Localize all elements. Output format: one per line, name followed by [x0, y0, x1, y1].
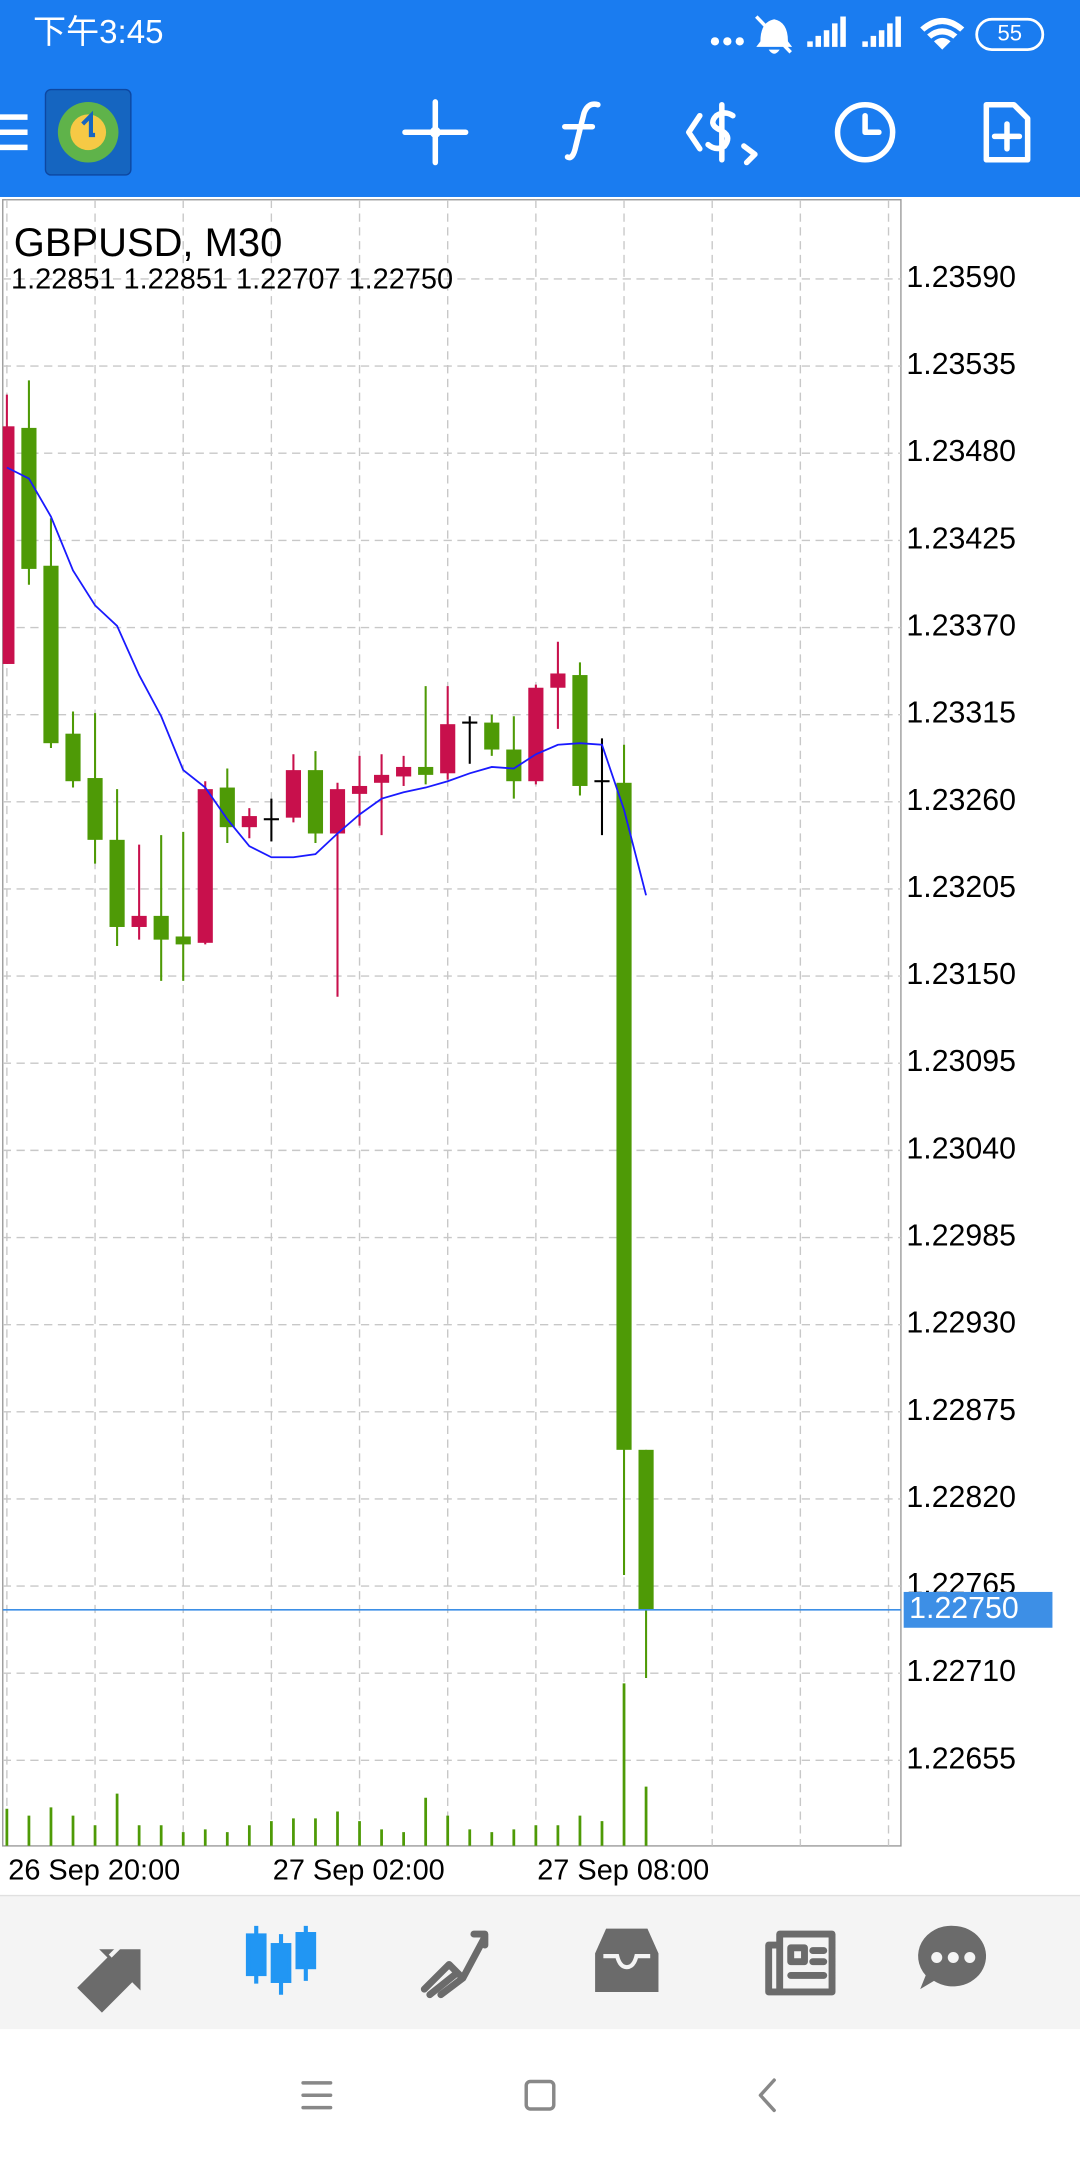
nav-chat[interactable] — [918, 1925, 987, 1990]
x-tick-label: 26 Sep 20:00 — [8, 1855, 180, 1887]
y-tick-label: 1.23205 — [906, 871, 1016, 904]
chart-title: GBPUSD, M30 — [14, 221, 283, 265]
candle-body — [285, 770, 301, 818]
y-tick-label: 1.22710 — [906, 1655, 1016, 1688]
y-axis: 1.23590 1.23535 1.23480 1.23425 1.23370 1.233… — [906, 261, 1016, 1775]
menu-button[interactable] — [0, 114, 28, 151]
candle-body — [109, 839, 125, 927]
candle-body — [484, 722, 500, 750]
candle-body — [197, 789, 213, 943]
candle-body — [396, 766, 412, 777]
candle-body — [219, 787, 235, 828]
status-time: 下午3:45 — [33, 14, 163, 51]
indicators-button[interactable] — [562, 101, 601, 161]
y-tick-label: 1.23260 — [906, 784, 1016, 817]
y-tick-label: 1.22930 — [906, 1307, 1016, 1340]
candle-body — [550, 673, 566, 688]
candle-body — [2, 426, 15, 664]
candle-body — [21, 427, 37, 569]
system-nav — [301, 2078, 776, 2113]
candle-body — [638, 1449, 654, 1610]
y-tick-label: 1.22985 — [906, 1220, 1016, 1253]
candle-body — [374, 774, 390, 783]
y-tick-label: 1.23480 — [906, 435, 1016, 468]
candle-body — [572, 675, 588, 786]
candle-body — [506, 749, 522, 782]
y-tick-label: 1.23370 — [906, 610, 1016, 643]
battery-level: 55 — [997, 20, 1022, 45]
y-tick-label: 1.22820 — [906, 1481, 1016, 1514]
last-price-box — [903, 1591, 1053, 1628]
trade-button[interactable] — [686, 101, 758, 166]
candle-body — [351, 785, 368, 794]
nav-trade[interactable] — [420, 1930, 489, 1999]
candle-body — [440, 724, 456, 774]
plot-area — [2, 199, 902, 1847]
sys-home[interactable] — [524, 2079, 556, 2111]
candle-body — [241, 816, 257, 828]
nav-news[interactable] — [765, 1930, 836, 1996]
candle-body — [131, 915, 147, 927]
bottom-nav-bg — [0, 1895, 1080, 2030]
y-tick-label: 1.23425 — [906, 522, 1016, 555]
candle-body — [528, 687, 544, 782]
sys-back[interactable] — [758, 2078, 776, 2113]
y-tick-label: 1.23590 — [906, 261, 1016, 294]
candle-body — [175, 936, 191, 945]
y-tick-label: 1.23040 — [906, 1132, 1016, 1165]
x-tick-label: 27 Sep 08:00 — [537, 1855, 709, 1887]
y-tick-label: 1.23150 — [906, 958, 1016, 991]
history-button[interactable] — [834, 101, 896, 163]
candle-body — [87, 778, 103, 840]
y-tick-label: 1.23095 — [906, 1045, 1016, 1078]
x-tick-label: 27 Sep 02:00 — [273, 1855, 445, 1887]
chart: 1.23590 1.23535 1.23480 1.23425 1.23370 1.233… — [2, 199, 1053, 1887]
plot — [2, 199, 901, 1846]
status-icons — [710, 15, 1045, 54]
candle-body — [65, 733, 81, 782]
candle-body — [307, 770, 324, 834]
moving-average — [6, 466, 647, 896]
y-tick-label: 1.23535 — [906, 348, 1016, 381]
candle-body — [616, 782, 632, 1450]
y-tick-label: 1.22655 — [906, 1742, 1016, 1775]
candle-body — [329, 789, 346, 834]
nav-quotes[interactable] — [77, 1935, 141, 2013]
candle-body — [418, 766, 434, 775]
candle-body — [43, 565, 59, 744]
nav-history[interactable] — [595, 1928, 659, 1992]
candle-body — [153, 915, 169, 940]
sys-menu[interactable] — [301, 2081, 333, 2110]
y-tick-label: 1.22875 — [906, 1394, 1016, 1427]
nav-chart[interactable] — [245, 1925, 317, 1995]
chart-subtitle: 1.22851 1.22851 1.22707 1.22750 — [11, 264, 453, 296]
last-price-label: 1.22750 — [909, 1592, 1019, 1625]
app-logo[interactable] — [44, 88, 132, 176]
new-order-button[interactable] — [983, 101, 1031, 163]
y-tick-label: 1.23315 — [906, 697, 1016, 730]
crosshair-button[interactable] — [402, 99, 469, 166]
